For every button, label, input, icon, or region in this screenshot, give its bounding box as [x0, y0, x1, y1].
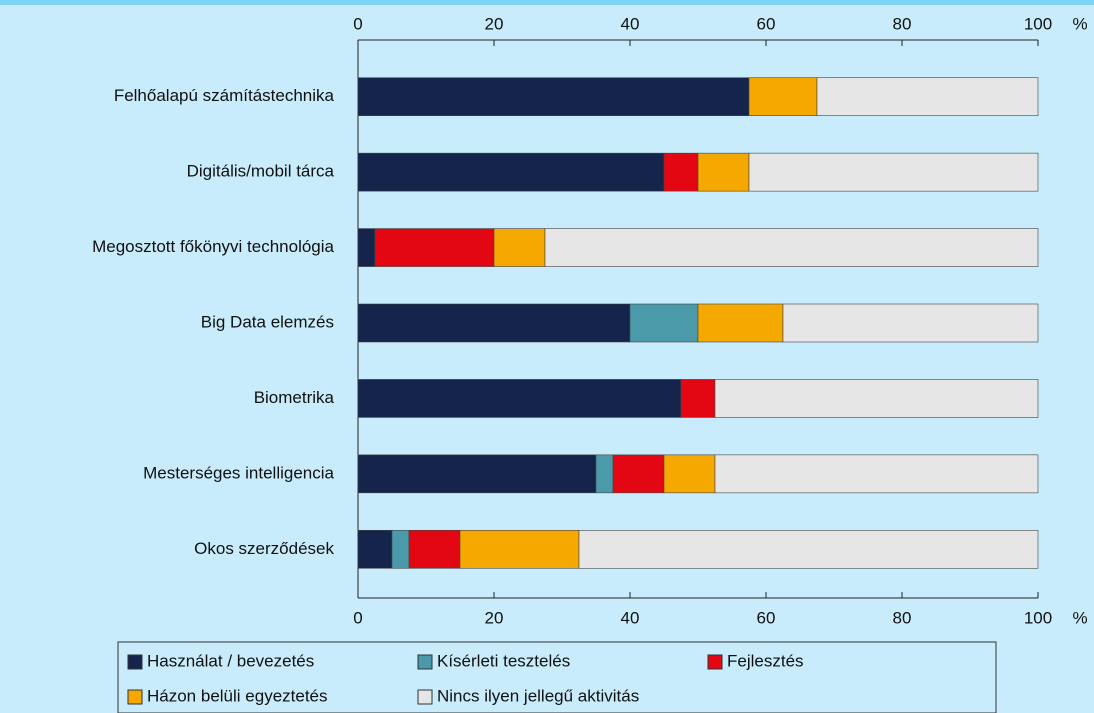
x-tick-label: 80	[893, 608, 912, 627]
legend-label: Használat / bevezetés	[147, 651, 314, 670]
legend-swatch	[707, 654, 723, 670]
bar-segment	[663, 152, 699, 192]
x-tick-label: 100	[1024, 608, 1052, 627]
bar-segment	[697, 152, 750, 192]
bar-segment	[782, 303, 1039, 343]
legend-label: Házon belüli egyeztetés	[147, 686, 328, 705]
bar-segment	[357, 77, 750, 117]
bar-segment	[357, 228, 376, 267]
x-tick-label: 0	[353, 608, 362, 627]
x-unit: %	[1072, 14, 1087, 33]
bar-segment	[612, 454, 665, 494]
bar-segment	[697, 303, 784, 343]
bar-segment	[357, 303, 631, 343]
x-tick-label: 40	[621, 14, 640, 33]
x-unit: %	[1072, 608, 1087, 627]
bar-segment	[459, 529, 580, 569]
bar-segment	[714, 454, 1039, 494]
legend-box	[117, 641, 997, 713]
x-tick-label: 60	[757, 608, 776, 627]
bar-segment	[714, 379, 1039, 418]
x-tick-label: 100	[1024, 14, 1052, 33]
bar-segment	[493, 228, 546, 267]
bar-segment	[408, 529, 461, 569]
bar-segment	[578, 529, 1039, 569]
legend-swatch	[417, 654, 433, 670]
y-tick-label: Felhőalapú számítástechnika	[114, 86, 335, 105]
bar-segment	[748, 152, 1039, 192]
y-tick-label: Megosztott főkönyvi technológia	[92, 237, 334, 256]
y-tick-label: Okos szerződések	[194, 539, 334, 558]
bar-segment	[663, 454, 716, 494]
legend-label: Kísérleti tesztelés	[437, 651, 570, 670]
bar-segment	[357, 379, 682, 418]
y-tick-label: Biometrika	[254, 388, 335, 407]
y-tick-label: Mesterséges intelligencia	[143, 463, 334, 482]
x-tick-label: 80	[893, 14, 912, 33]
bar-segment	[357, 454, 597, 494]
top-strip	[0, 0, 1094, 5]
legend-label: Nincs ilyen jellegű aktivitás	[437, 686, 639, 705]
bar-segment	[357, 529, 393, 569]
bar-segment	[544, 228, 1039, 267]
x-tick-label: 40	[621, 608, 640, 627]
x-tick-label: 20	[485, 14, 504, 33]
y-tick-label: Big Data elemzés	[201, 312, 334, 331]
bar-segment	[595, 454, 614, 494]
bar-segment	[680, 379, 716, 418]
legend-label: Fejlesztés	[727, 651, 804, 670]
x-tick-label: 0	[353, 14, 362, 33]
bar-segment	[391, 529, 410, 569]
legend-swatch	[127, 689, 143, 705]
bar-segment	[748, 77, 818, 117]
y-tick-label: Digitális/mobil tárca	[187, 162, 335, 181]
legend-swatch	[417, 689, 433, 705]
legend-swatch	[127, 654, 143, 670]
bar-segment	[357, 152, 665, 192]
bar-segment	[816, 77, 1039, 117]
bar-segment	[629, 303, 699, 343]
x-tick-label: 60	[757, 14, 776, 33]
x-tick-label: 20	[485, 608, 504, 627]
bar-segment	[374, 228, 495, 267]
